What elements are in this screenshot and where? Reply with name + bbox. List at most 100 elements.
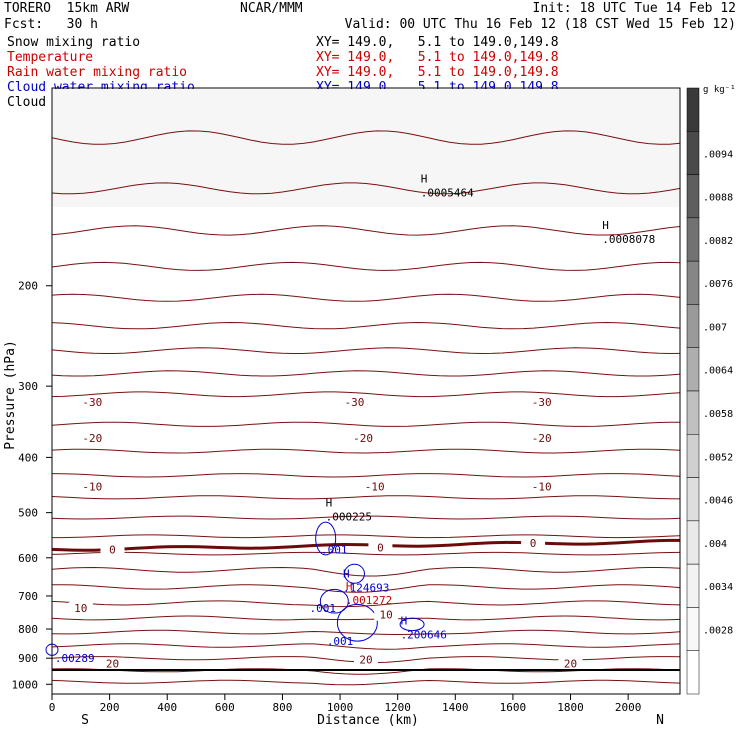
extremum-marker: H xyxy=(602,219,609,232)
isotherm-line xyxy=(51,448,681,454)
isotherm-label-bg xyxy=(80,396,105,409)
colorbar-swatch xyxy=(686,563,700,608)
isotherm-line xyxy=(52,534,681,539)
x-tick-label: 1800 xyxy=(557,701,584,714)
colorbar-level-label: .0058 xyxy=(703,409,733,420)
isotherm-label: 20 xyxy=(564,658,577,671)
cloud-water-label: .001 xyxy=(327,635,354,648)
isotherm-label: 10 xyxy=(380,609,393,622)
field-name: Snow mixing ratio xyxy=(7,35,141,50)
isotherm-label-bg xyxy=(68,602,93,615)
colorbar-level-label: .007 xyxy=(703,322,727,333)
isotherm-line xyxy=(51,321,681,330)
isotherm-line xyxy=(52,584,681,593)
y-tick-label: 200 xyxy=(18,280,38,293)
org-title: NCAR/MMM xyxy=(240,1,303,16)
plot-frame xyxy=(51,87,681,695)
forecast-hour: Fcst: 30 h xyxy=(4,17,98,32)
cloud-water-contour xyxy=(315,521,337,556)
colorbar-swatch xyxy=(686,520,700,565)
y-tick-label: 1000 xyxy=(12,678,39,691)
x-tick-label: 600 xyxy=(215,701,235,714)
x-tick-label: 1600 xyxy=(500,701,527,714)
isotherm-line xyxy=(51,130,681,145)
isotherm-label: -20 xyxy=(532,432,552,445)
cloud-water-contours xyxy=(45,521,425,656)
isotherm-label: -30 xyxy=(82,396,102,409)
colorbar-swatch xyxy=(686,131,700,175)
isotherm-line xyxy=(51,551,681,556)
cloud-water-contour xyxy=(343,563,365,584)
extremum-value: .0008078 xyxy=(602,233,655,246)
colorbar-swatch xyxy=(686,217,700,262)
north-label: N xyxy=(656,713,664,728)
isotherm-line xyxy=(51,391,681,398)
x-tick-label: 0 xyxy=(49,701,56,714)
colorbar-swatch xyxy=(686,304,700,348)
isotherm-label-bg xyxy=(529,396,554,409)
colorbar-level-label: .004 xyxy=(703,539,727,550)
y-tick-label: 900 xyxy=(18,652,38,665)
colorbar-level-label: .0094 xyxy=(703,149,733,160)
isotherm-label: 0 xyxy=(109,543,116,556)
cloud-water-contour xyxy=(336,603,378,642)
cloud-water-label: .001 xyxy=(321,543,348,556)
colorbar-level-label: .0082 xyxy=(703,236,733,247)
colorbar-swatch xyxy=(686,650,700,695)
isotherm-label: -10 xyxy=(365,481,385,494)
isotherm-label: -10 xyxy=(82,481,102,494)
isotherm-line xyxy=(51,629,681,636)
colorbar-swatch xyxy=(686,434,700,478)
colorbar-level-label: .0034 xyxy=(703,582,733,593)
extremum-value: .200646 xyxy=(401,629,447,642)
zero-isotherm-line xyxy=(51,538,680,552)
isotherm-label-bg xyxy=(351,432,376,445)
isotherm-label-bg xyxy=(529,480,554,493)
isotherm-line xyxy=(51,566,681,577)
x-tick-label: 800 xyxy=(273,701,293,714)
isotherm-label-bg xyxy=(80,480,105,493)
isotherm-line xyxy=(51,643,681,650)
colorbar-swatch xyxy=(686,260,700,305)
x-tick-label: 400 xyxy=(157,701,177,714)
isotherm-label-bg xyxy=(368,541,393,554)
isotherm-line xyxy=(51,515,681,520)
y-tick-label: 600 xyxy=(18,552,38,565)
field-cross-section: XY= 149.0, 5.1 to 149.0,149.8 xyxy=(316,50,559,65)
isotherm-line xyxy=(51,679,681,686)
isotherm-line xyxy=(51,261,681,271)
field-name: Temperature xyxy=(7,50,94,65)
isotherm-label-bg xyxy=(100,543,125,556)
extremum-marker: H xyxy=(326,497,333,510)
axes: 0 200 400 600 800 1000 1200 1400 1600 1800 2000200… xyxy=(12,280,642,714)
colorbar-swatch xyxy=(686,390,700,435)
isotherm-line xyxy=(51,495,681,500)
isotherm-line xyxy=(51,421,680,427)
isotherm-label: -30 xyxy=(345,396,365,409)
colorbar-level-label: .0076 xyxy=(703,279,733,290)
isotherm-line xyxy=(51,473,681,478)
isotherm-label: 0 xyxy=(377,541,384,554)
x-tick-label: 1200 xyxy=(384,701,411,714)
cloud-water-contour xyxy=(399,617,425,632)
y-axis-label: Pressure (hPa) xyxy=(3,340,18,450)
isotherm-label: -30 xyxy=(532,396,552,409)
x-tick-label: 1400 xyxy=(442,701,469,714)
init-time: Init: 18 UTC Tue 14 Feb 12 xyxy=(532,1,737,16)
extremum-marker: H xyxy=(421,172,428,185)
extremum-marker: H xyxy=(401,615,408,628)
isotherm-line xyxy=(51,615,681,621)
colorbar-level-label: .0064 xyxy=(703,366,733,377)
colorbar-level-label: .0046 xyxy=(703,496,733,507)
isotherm-label: -20 xyxy=(353,432,373,445)
x-tick-label: 1000 xyxy=(327,701,354,714)
colorbar-level-label: .0028 xyxy=(703,625,733,636)
isotherm-label-bg xyxy=(374,608,399,621)
colorbar-swatch xyxy=(686,174,700,219)
colorbar-swatch xyxy=(686,347,700,392)
isotherm-label-bg xyxy=(100,657,125,670)
field-cross-section: XY= 149.0, 5.1 to 149.0,149.8 xyxy=(316,65,559,80)
temperature-contours xyxy=(51,130,681,686)
extremum-value: .000225 xyxy=(326,511,372,524)
